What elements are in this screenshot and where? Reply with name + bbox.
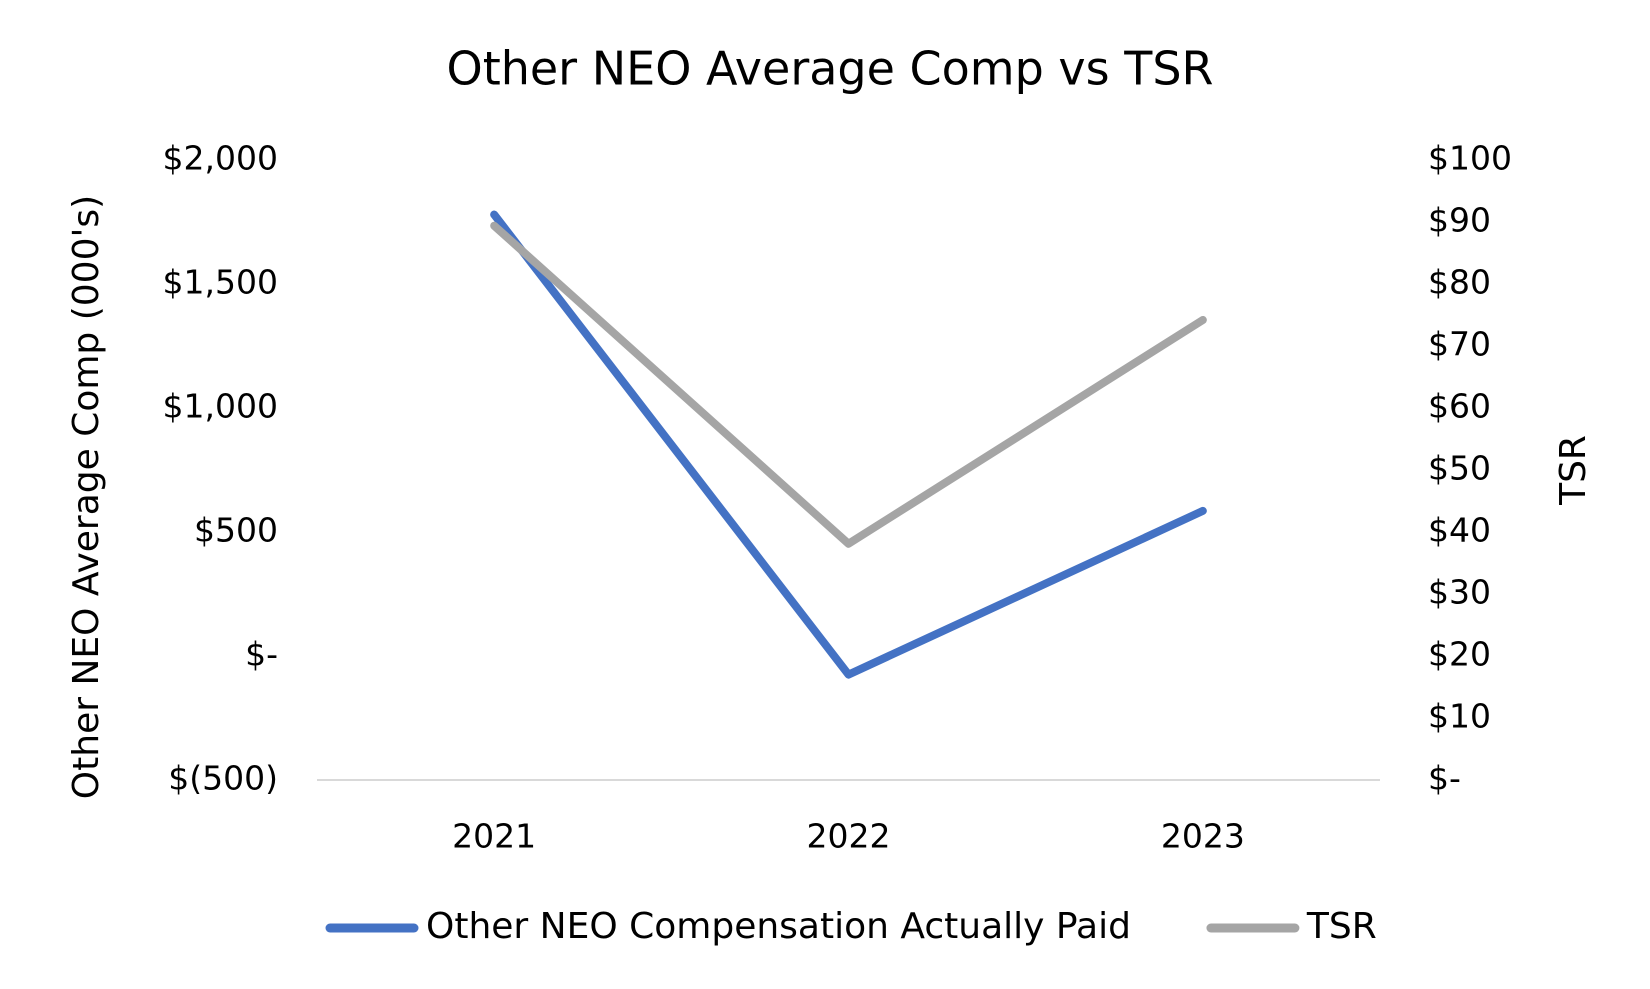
x-tick-label: 2022: [807, 817, 891, 856]
y-axis-title: Other NEO Average Comp (000's): [66, 195, 107, 799]
y2-tick-label: $60: [1428, 387, 1491, 426]
y-tick-label: $(500): [168, 759, 278, 798]
chart-title: Other NEO Average Comp vs TSR: [446, 42, 1213, 96]
legend-label: TSR: [1306, 906, 1377, 947]
legend-label: Other NEO Compensation Actually Paid: [426, 906, 1131, 947]
y-tick-label: $1,000: [163, 387, 278, 426]
y-tick-label: $1,500: [163, 263, 278, 302]
y2-tick-label: $40: [1428, 511, 1491, 550]
y2-tick-label: $-: [1428, 759, 1461, 798]
y2-tick-label: $10: [1428, 697, 1491, 736]
data-line: [490, 210, 1207, 679]
y2-tick-label: $50: [1428, 449, 1491, 488]
y-tick-label: $2,000: [163, 139, 278, 178]
y-tick-label: $-: [245, 635, 278, 674]
x-tick-label: 2021: [452, 817, 536, 856]
y-tick-label: $500: [194, 511, 278, 550]
y2-tick-label: $90: [1428, 201, 1491, 240]
y2-tick-label: $100: [1428, 139, 1512, 178]
x-tick-label: 2023: [1161, 817, 1245, 856]
y2-tick-label: $80: [1428, 263, 1491, 302]
y2-tick-label: $70: [1428, 325, 1491, 364]
y2-axis-title: TSR: [1553, 435, 1594, 506]
data-line: [490, 221, 1207, 548]
y2-tick-label: $20: [1428, 635, 1491, 674]
y2-tick-label: $30: [1428, 573, 1491, 612]
